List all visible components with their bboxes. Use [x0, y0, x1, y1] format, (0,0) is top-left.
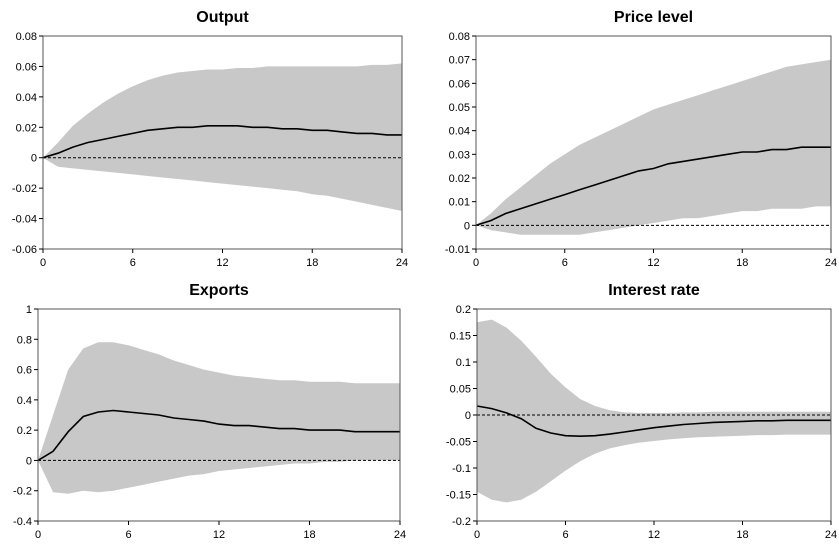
x-tick-label: 18: [303, 529, 315, 541]
y-tick-label: -0.2: [452, 516, 471, 528]
y-tick-label: 0.02: [449, 173, 470, 185]
x-tick-label: 0: [40, 257, 46, 269]
chart-title: Exports: [189, 282, 249, 299]
y-tick-label: -0.02: [12, 183, 37, 195]
x-tick-label: 24: [396, 257, 408, 269]
x-tick-label: 12: [213, 529, 225, 541]
y-tick-label: 0: [31, 153, 37, 165]
chart-panel: Interest rate -0.2 -0.15 -0.1 -0.05 0 0.05 0.1 0…: [446, 282, 837, 541]
y-tick-label: 0.04: [449, 126, 470, 138]
x-tick-label: 6: [562, 529, 568, 541]
response-line: [476, 405, 831, 438]
y-tick-label: 0: [26, 455, 32, 467]
y-tick-label: 0.05: [450, 384, 471, 396]
y-tick-label: 0.4: [17, 395, 32, 407]
chart-title: Output: [196, 9, 249, 26]
x-tick-label: 6: [125, 529, 131, 541]
x-tick-label: 12: [216, 257, 228, 269]
response-line: [475, 146, 831, 227]
y-tick-label: 0.1: [456, 357, 471, 369]
x-tick-label: 6: [562, 257, 568, 269]
y-tick-label: -0.01: [445, 244, 470, 256]
y-tick-label: -0.04: [12, 214, 37, 226]
y-tick-label: -0.4: [13, 516, 32, 528]
y-tick-label: -0.15: [446, 490, 471, 502]
y-tick-label: 0.06: [16, 61, 37, 73]
x-tick-label: 0: [474, 529, 480, 541]
chart-panel: Exports -0.4 -0.2 0 0.2 0.4 0.6 0.8 1 0 6 12 18 24: [13, 282, 406, 541]
y-tick-label: 0: [464, 220, 470, 232]
y-tick-label: -0.06: [12, 244, 37, 256]
y-tick-label: 0: [465, 410, 471, 422]
y-tick-label: -0.05: [446, 437, 471, 449]
y-tick-label: 0.2: [456, 304, 471, 316]
chart-panel: Price level-0.0100.010.020.030.040.050.0…: [445, 9, 837, 269]
y-tick-label: 0.8: [17, 334, 32, 346]
x-tick-label: 24: [825, 257, 837, 269]
x-tick-label: 0: [35, 529, 41, 541]
x-tick-label: 24: [825, 529, 837, 541]
x-tick-label: 12: [647, 257, 659, 269]
x-tick-label: 18: [736, 257, 748, 269]
y-tick-label: 0.01: [449, 197, 470, 209]
y-tick-label: 0.06: [449, 78, 470, 90]
response-line: [42, 125, 402, 159]
y-tick-label: 1: [26, 304, 32, 316]
response-line: [37, 409, 400, 462]
y-tick-label: 0.07: [449, 55, 470, 67]
confidence-band: [38, 342, 400, 494]
chart-panel: Output -0.06 -0.04 -0.02 0 0.02 0.04 0.06 0.08 0 6…: [12, 9, 408, 269]
confidence-band: [476, 59, 831, 235]
x-tick-label: 18: [306, 257, 318, 269]
chart-title: Price level: [614, 9, 693, 26]
y-tick-label: 0.08: [449, 31, 470, 43]
y-tick-label: 0.02: [16, 122, 37, 134]
y-tick-label: 0.15: [450, 331, 471, 343]
y-tick-label: 0.6: [17, 365, 32, 377]
x-tick-label: 18: [736, 529, 748, 541]
y-tick-label: -0.1: [452, 463, 471, 475]
x-tick-label: 0: [473, 257, 479, 269]
x-tick-label: 12: [648, 529, 660, 541]
y-tick-label: 0.03: [449, 149, 470, 161]
chart-title: Interest rate: [608, 282, 700, 299]
y-tick-label: 0.2: [17, 425, 32, 437]
confidence-band: [477, 319, 831, 503]
x-tick-label: 6: [130, 257, 136, 269]
y-tick-label: -0.2: [13, 486, 32, 498]
y-tick-label: 0.05: [449, 102, 470, 114]
confidence-band: [43, 63, 402, 212]
y-tick-label: 0.04: [16, 92, 37, 104]
y-tick-label: 0.08: [16, 31, 37, 43]
x-tick-label: 24: [394, 529, 406, 541]
